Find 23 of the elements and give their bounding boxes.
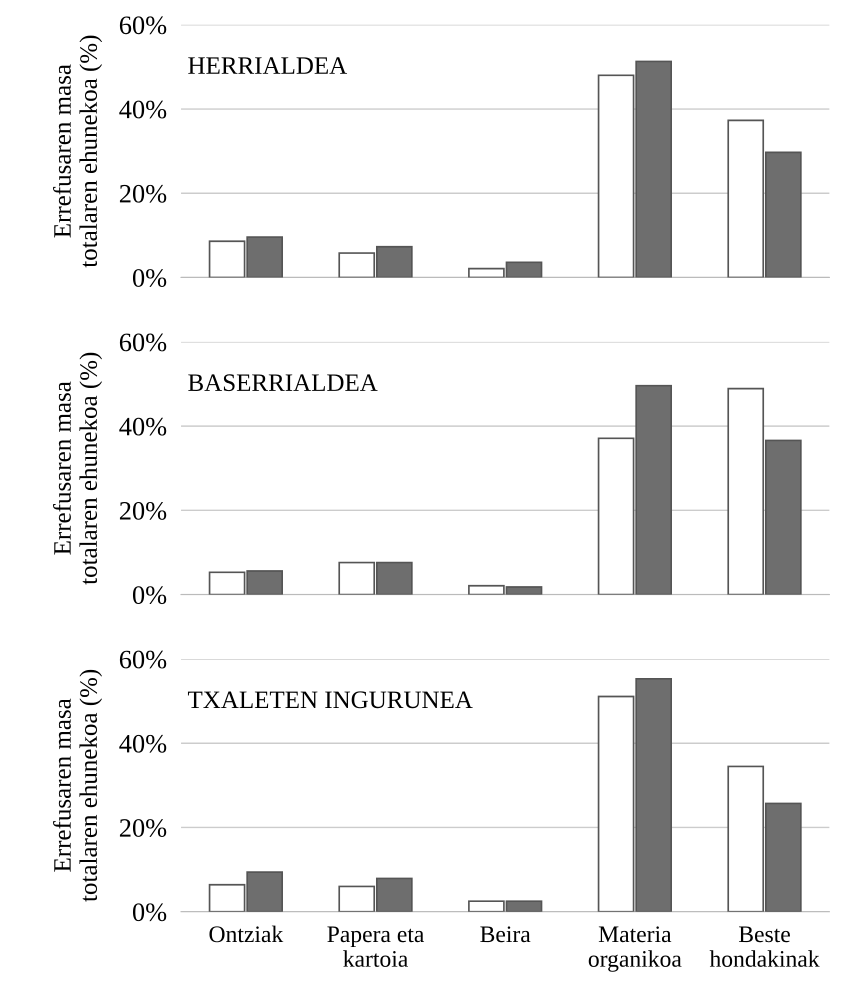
y-tick-label: 40% <box>119 418 166 436</box>
y-tick-label: 0% <box>132 269 166 287</box>
y-tick-label: 60% <box>120 650 166 669</box>
y-tick-label: 0% <box>132 586 166 604</box>
y-tick-label: 60% <box>120 334 166 352</box>
y-tick-label: 20% <box>120 819 166 837</box>
x-tick-label: Ontziak <box>209 926 284 942</box>
text: BASERRIALDEA <box>188 374 378 392</box>
y-axis-title: Errefusaren masa totalaren ehunekoa (%) <box>53 36 102 268</box>
y-tick-label: 0% <box>132 903 166 922</box>
text: HERRIALDEA <box>188 57 348 74</box>
y-tick-label: 20% <box>120 502 166 520</box>
y-axis-title: Errefusaren masa totalaren ehunekoa (%) <box>53 670 102 902</box>
y-tick-label: 40% <box>119 100 166 119</box>
x-tick-label: Materia organikoa <box>588 926 682 972</box>
x-tick-label: Beira <box>480 926 530 942</box>
y-tick-label: 60% <box>120 16 166 34</box>
y-axis-title: Errefusaren masa totalaren ehunekoa (%) <box>53 352 102 585</box>
y-tick-label: 20% <box>120 184 166 203</box>
text: TXALETEN INGURUNEA <box>188 691 473 708</box>
x-tick-label: Papera eta kartoia <box>327 926 424 967</box>
y-tick-label: 40% <box>119 734 166 753</box>
x-tick-label: Beste hondakinak <box>710 926 820 967</box>
